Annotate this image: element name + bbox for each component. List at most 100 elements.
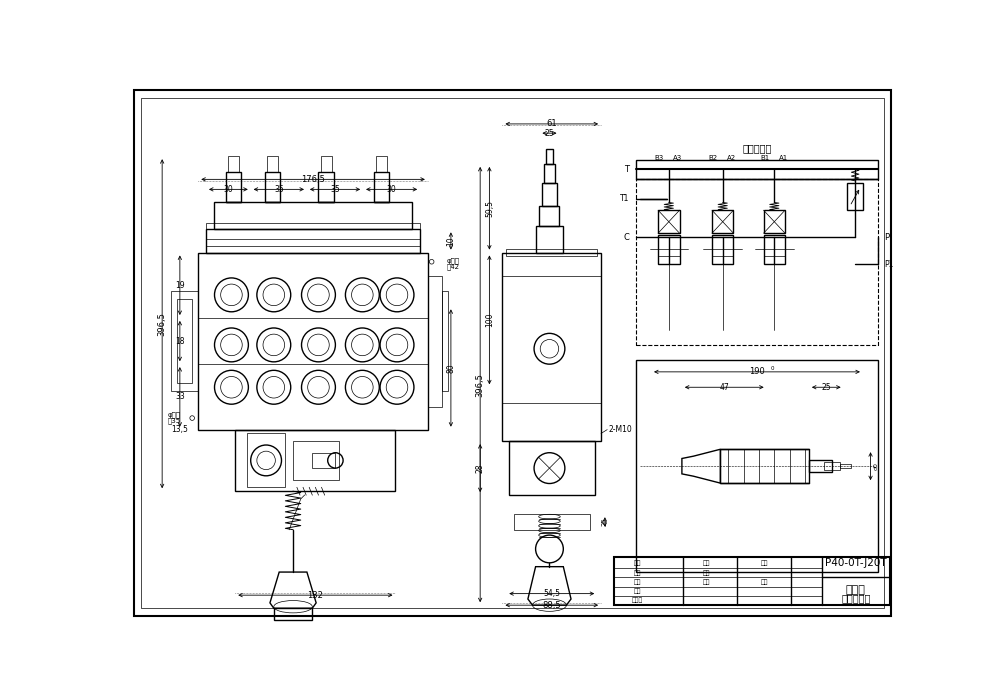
Text: 25: 25: [545, 129, 554, 138]
Text: 35: 35: [274, 185, 284, 194]
Bar: [636, 160, 878, 180]
Bar: [658, 210, 680, 233]
Bar: [764, 210, 785, 233]
Text: 0: 0: [771, 366, 774, 370]
Bar: [318, 172, 334, 203]
Text: C: C: [624, 233, 630, 242]
Text: A1: A1: [779, 154, 788, 161]
Text: P40-0T-J20T: P40-0T-J20T: [825, 558, 887, 568]
Text: φ螺孔: φ螺孔: [168, 411, 181, 417]
Bar: [312, 453, 335, 468]
Bar: [546, 149, 553, 164]
Bar: [274, 608, 312, 620]
Text: 日期: 日期: [761, 561, 768, 566]
Bar: [376, 157, 387, 172]
Text: φ螺孔: φ螺孔: [447, 257, 460, 264]
Text: 制图: 制图: [633, 570, 641, 576]
Bar: [235, 430, 395, 491]
Bar: [502, 252, 601, 441]
Bar: [847, 183, 863, 210]
Text: T1: T1: [620, 194, 630, 203]
Bar: [442, 291, 448, 391]
Text: 高35: 高35: [168, 417, 181, 424]
Bar: [509, 441, 595, 495]
Bar: [214, 203, 412, 229]
Text: A2: A2: [727, 154, 737, 161]
Text: 54,5: 54,5: [543, 589, 560, 598]
Bar: [428, 275, 442, 407]
Text: 59,5: 59,5: [485, 200, 494, 217]
Text: 80: 80: [446, 363, 455, 373]
Bar: [712, 210, 733, 233]
Bar: [809, 460, 832, 473]
Bar: [636, 360, 878, 572]
Bar: [177, 298, 192, 384]
Bar: [840, 464, 851, 468]
Text: 176,5: 176,5: [301, 175, 325, 184]
Bar: [228, 157, 239, 172]
Bar: [614, 556, 890, 605]
Text: 批准: 批准: [703, 561, 710, 566]
Text: 设计: 设计: [633, 561, 641, 566]
Bar: [247, 433, 285, 487]
Text: 日期: 日期: [761, 579, 768, 585]
Text: 28: 28: [476, 463, 485, 473]
Text: 审定: 审定: [703, 570, 710, 576]
Bar: [206, 223, 420, 229]
Text: 88,5: 88,5: [542, 600, 561, 610]
Text: 25: 25: [602, 518, 608, 526]
Bar: [712, 235, 733, 264]
Text: 190: 190: [749, 368, 765, 376]
Bar: [539, 206, 559, 226]
Text: 396,5: 396,5: [476, 373, 485, 396]
Bar: [226, 172, 241, 203]
Text: 工艺: 工艺: [633, 589, 641, 594]
Bar: [720, 449, 809, 483]
Text: 校对: 校对: [633, 579, 641, 585]
Text: 高42: 高42: [447, 263, 460, 270]
Bar: [536, 226, 563, 252]
Text: B2: B2: [708, 154, 717, 161]
Text: 396,5: 396,5: [158, 312, 167, 336]
Text: 液压原理图: 液压原理图: [742, 143, 772, 154]
Text: 61: 61: [546, 120, 557, 129]
Bar: [658, 235, 680, 264]
Text: B3: B3: [654, 154, 663, 161]
Bar: [514, 514, 590, 530]
Text: 2-M10: 2-M10: [609, 425, 633, 434]
Bar: [206, 229, 420, 252]
Text: B1: B1: [760, 154, 770, 161]
Bar: [506, 249, 597, 257]
Text: 35: 35: [330, 185, 340, 194]
Text: 工程号: 工程号: [632, 598, 643, 603]
Bar: [374, 172, 389, 203]
Bar: [198, 252, 428, 430]
Bar: [824, 462, 840, 470]
Text: 外形尺寸图: 外形尺寸图: [841, 593, 871, 603]
Bar: [267, 157, 278, 172]
Text: 标准: 标准: [703, 579, 710, 585]
Bar: [265, 172, 280, 203]
Text: T: T: [625, 165, 630, 174]
Bar: [321, 157, 332, 172]
Text: 33: 33: [175, 392, 185, 401]
Text: 30: 30: [387, 185, 396, 194]
Bar: [636, 180, 878, 345]
Bar: [764, 235, 785, 264]
Text: 132: 132: [307, 591, 323, 600]
Bar: [544, 164, 555, 183]
Text: 47: 47: [719, 383, 729, 391]
Text: A3: A3: [673, 154, 683, 161]
Text: P1: P1: [884, 259, 894, 268]
Text: 19: 19: [175, 281, 185, 289]
Bar: [171, 291, 198, 391]
Text: d0: d0: [873, 462, 878, 470]
Text: P: P: [884, 233, 890, 242]
Text: 13,5: 13,5: [171, 425, 188, 434]
Text: 25: 25: [821, 383, 831, 391]
Text: 10: 10: [446, 236, 455, 246]
Text: 100: 100: [485, 312, 494, 327]
Text: 18: 18: [175, 336, 185, 345]
Text: 多路阀: 多路阀: [846, 585, 866, 595]
Bar: [293, 441, 339, 480]
